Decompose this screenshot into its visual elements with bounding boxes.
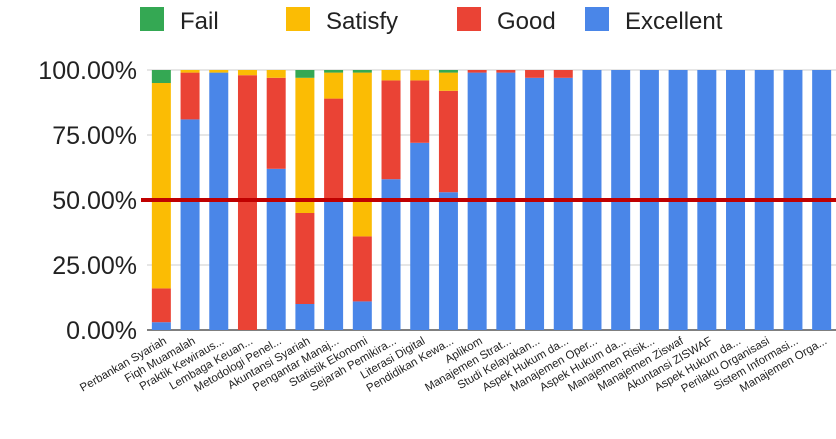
legend-label-excellent: Excellent xyxy=(625,8,723,35)
bar-segment-good xyxy=(496,70,516,73)
bar-segment-good xyxy=(237,75,257,330)
legend-swatch-fail xyxy=(140,7,164,31)
bar-segment-excellent xyxy=(525,77,545,330)
bar-segment-fail xyxy=(151,70,171,83)
bar-segment-good xyxy=(438,90,458,193)
legend-swatch-satisfy xyxy=(286,7,310,31)
y-tick-label: 75.00% xyxy=(52,122,137,150)
bar-segment-good xyxy=(295,213,315,304)
bar-segment-satisfy xyxy=(237,70,257,76)
bar-segment-satisfy xyxy=(151,83,171,289)
bar-segment-excellent xyxy=(553,77,573,330)
bar-segment-satisfy xyxy=(438,72,458,91)
y-tick-label: 100.00% xyxy=(38,57,137,85)
legend-swatch-good xyxy=(457,7,481,31)
bar-segment-satisfy xyxy=(266,70,286,78)
legend-label-good: Good xyxy=(497,8,556,35)
bar-segment-excellent xyxy=(410,142,430,330)
bar-segment-satisfy xyxy=(180,70,200,73)
bar-segment-good xyxy=(381,80,401,180)
bar-segment-excellent xyxy=(324,200,344,330)
bar-segment-fail xyxy=(352,70,372,73)
bar-segment-excellent xyxy=(352,301,372,330)
bar-segment-good xyxy=(553,70,573,78)
bar-segment-good xyxy=(525,70,545,78)
bar-segment-excellent xyxy=(438,192,458,330)
y-tick-label: 50.00% xyxy=(52,187,137,215)
bar-segment-satisfy xyxy=(352,72,372,237)
bar-segment-good xyxy=(151,288,171,323)
y-tick-label: 0.00% xyxy=(66,317,137,345)
bar-segment-fail xyxy=(295,70,315,78)
bar-segment-good xyxy=(467,70,487,73)
bar-segment-excellent xyxy=(266,168,286,330)
bar-segment-fail xyxy=(438,70,458,73)
bar-segment-excellent xyxy=(180,119,200,331)
y-axis: 0.00% 25.00% 50.00% 75.00% 100.00% xyxy=(38,57,137,345)
legend-label-satisfy: Satisfy xyxy=(326,8,398,35)
bar-segment-excellent xyxy=(381,179,401,330)
bar-segment-good xyxy=(352,236,372,302)
bar-segment-satisfy xyxy=(324,72,344,99)
bar-segment-good xyxy=(266,77,286,169)
bar-segment-excellent xyxy=(151,322,171,330)
bar-segment-satisfy xyxy=(209,70,229,73)
bar-segment-satisfy xyxy=(295,77,315,213)
bar-segment-good xyxy=(180,72,200,120)
bar-segment-good xyxy=(324,98,344,200)
bar-segment-satisfy xyxy=(381,70,401,81)
bar-segment-good xyxy=(410,80,430,143)
bar-segment-satisfy xyxy=(410,70,430,81)
y-tick-label: 25.00% xyxy=(52,252,137,280)
legend-swatch-excellent xyxy=(585,7,609,31)
legend-label-fail: Fail xyxy=(180,8,219,35)
legend: Fail Satisfy Good Excellent xyxy=(140,7,723,35)
bar-segment-fail xyxy=(324,70,344,73)
bar-segment-excellent xyxy=(295,304,315,330)
